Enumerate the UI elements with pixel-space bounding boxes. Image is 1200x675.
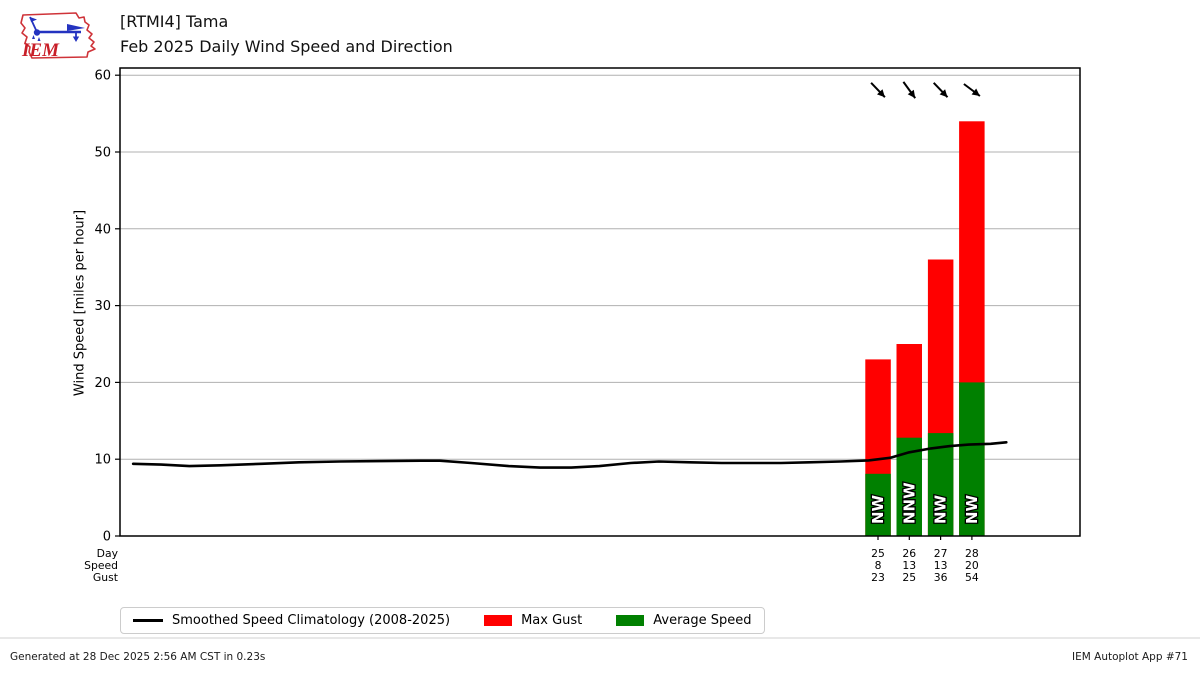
legend-item-average-speed: Average Speed <box>616 613 752 628</box>
iem-logo-text: IEM <box>21 40 60 61</box>
iem-logo: IEM <box>20 12 96 61</box>
wind-direction-arrowhead <box>877 89 885 98</box>
anemometer-icon <box>29 16 85 42</box>
x-label-speed: 13 <box>902 559 916 572</box>
x-row-label-gust: Gust <box>93 571 118 584</box>
x-label-speed: 13 <box>934 559 948 572</box>
wind-chart: 010203040506025823NW261325NNW271336NW282… <box>84 67 1081 584</box>
wind-direction-label: NW <box>932 494 950 524</box>
y-tick-label: 50 <box>94 146 111 161</box>
x-label-speed: 20 <box>965 559 979 572</box>
legend-item-climatology: Smoothed Speed Climatology (2008-2025) <box>133 613 450 628</box>
y-tick-label: 0 <box>103 530 111 545</box>
x-label-day: 26 <box>902 547 916 560</box>
x-label-gust: 36 <box>934 571 948 584</box>
legend: Smoothed Speed Climatology (2008-2025) M… <box>120 607 765 634</box>
y-tick-label: 40 <box>94 222 111 237</box>
average-speed-bar <box>927 433 954 536</box>
x-label-gust: 25 <box>902 571 916 584</box>
plot-title: Feb 2025 Daily Wind Speed and Direction <box>120 37 453 56</box>
wind-direction-arrowhead <box>907 89 916 99</box>
y-tick-label: 20 <box>94 376 111 391</box>
y-axis-label: Wind Speed [miles per hour] <box>72 209 88 397</box>
x-label-day: 25 <box>871 547 885 560</box>
y-tick-label: 10 <box>94 453 111 468</box>
climatology-line-swatch <box>133 619 163 622</box>
y-tick-label: 60 <box>94 69 111 84</box>
wind-direction-label: NNW <box>900 482 918 524</box>
generated-timestamp: Generated at 28 Dec 2025 2:56 AM CST in … <box>10 651 266 663</box>
climatology-line <box>131 440 1008 469</box>
x-row-label-day: Day <box>97 547 119 560</box>
plot-area: 0 10 20 30 40 50 60 25 8 23 NW 26 13 25 NNW 27 13 36 NW 28 2… <box>84 67 1081 584</box>
average-speed-swatch <box>616 615 645 626</box>
plot-border <box>119 67 1081 537</box>
station-title: [RTMI4] Tama <box>120 12 229 31</box>
max-gust-swatch <box>484 615 513 626</box>
x-label-speed: 8 <box>875 559 882 572</box>
legend-item-max-gust: Max Gust <box>484 613 582 628</box>
wind-direction-label: NW <box>963 494 981 524</box>
wind-direction-arrowhead <box>939 89 948 98</box>
footer-divider <box>0 637 1200 639</box>
x-label-day: 27 <box>934 547 948 560</box>
x-label-day: 28 <box>965 547 979 560</box>
x-label-gust: 54 <box>965 571 979 584</box>
average-speed-bar <box>865 473 891 536</box>
y-tick-label: 30 <box>94 299 111 314</box>
average-speed-bar <box>959 382 985 536</box>
legend-label: Average Speed <box>653 613 752 628</box>
legend-label: Smoothed Speed Climatology (2008-2025) <box>172 613 451 628</box>
x-label-gust: 23 <box>871 571 885 584</box>
iowa-outline <box>20 12 96 59</box>
wind-direction-label: NW <box>869 494 887 524</box>
wind-direction-arrowhead <box>971 88 980 96</box>
chart-titles: [RTMI4] Tama Feb 2025 Daily Wind Speed a… <box>120 9 453 59</box>
app-credit: IEM Autoplot App #71 <box>1072 651 1188 663</box>
legend-label: Max Gust <box>521 613 583 628</box>
x-row-label-speed: Speed <box>84 559 118 572</box>
